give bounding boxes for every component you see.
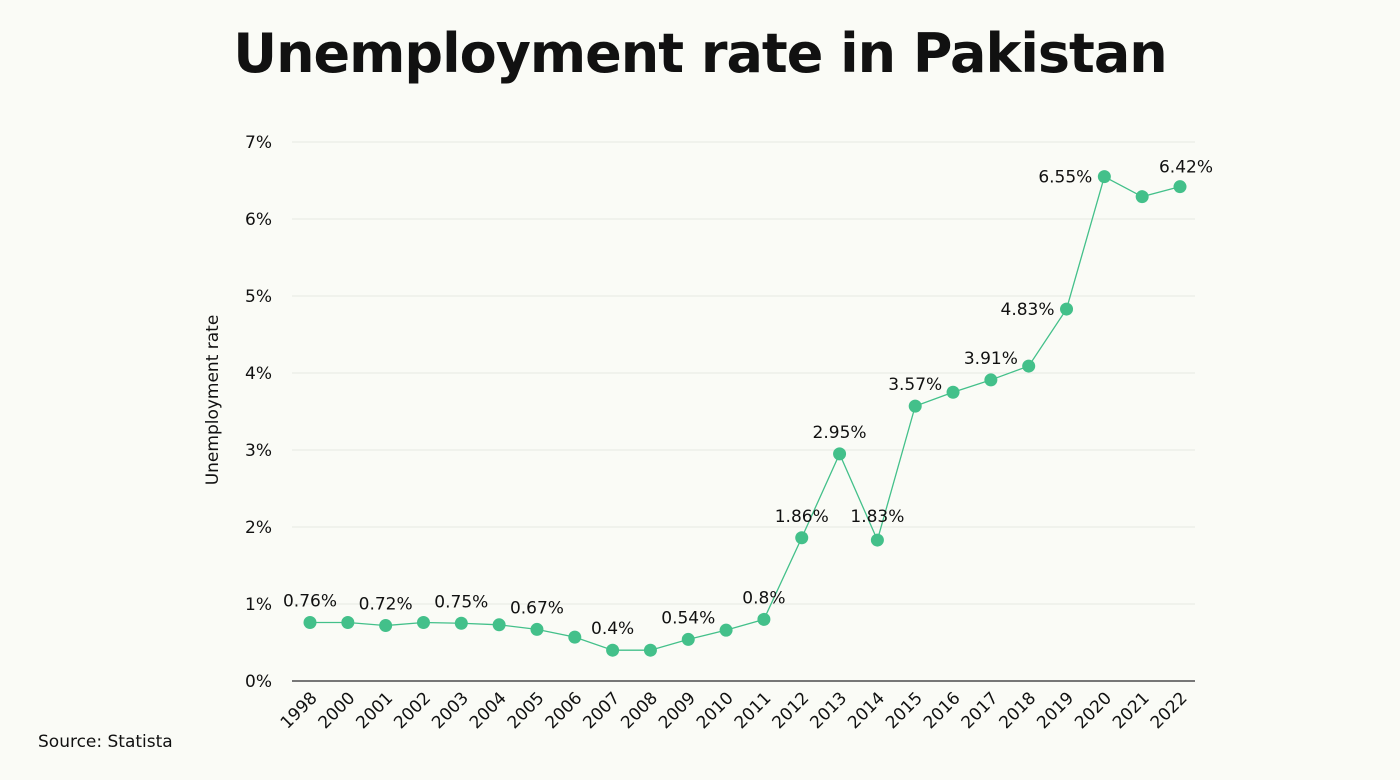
y-axis-label: Unemployment rate bbox=[203, 315, 223, 486]
data-point bbox=[681, 632, 695, 646]
data-point bbox=[530, 622, 544, 636]
y-tick-label: 0% bbox=[245, 672, 272, 692]
data-point bbox=[1173, 180, 1187, 194]
data-label: 0.54% bbox=[661, 608, 715, 628]
data-point bbox=[833, 447, 847, 461]
x-tick-label: 2009 bbox=[655, 688, 700, 733]
x-tick-label: 2020 bbox=[1071, 688, 1116, 733]
x-tick-label: 2015 bbox=[882, 688, 927, 733]
source-note: Source: Statista bbox=[38, 732, 173, 752]
x-tick-label: 2004 bbox=[466, 688, 511, 733]
x-tick-label: 2001 bbox=[352, 688, 397, 733]
data-point bbox=[984, 373, 998, 387]
data-label: 1.83% bbox=[850, 507, 904, 527]
data-point bbox=[908, 399, 922, 413]
data-label: 3.57% bbox=[888, 375, 942, 395]
data-point bbox=[719, 623, 733, 637]
x-tick-label: 2008 bbox=[617, 688, 662, 733]
data-label: 6.42% bbox=[1159, 158, 1213, 178]
x-tick-label: 2014 bbox=[844, 688, 889, 733]
x-tick-label: 2002 bbox=[390, 688, 435, 733]
data-label: 3.91% bbox=[964, 349, 1018, 369]
y-tick-label: 2% bbox=[245, 518, 272, 538]
data-label: 0.72% bbox=[359, 595, 413, 615]
x-tick-label: 2019 bbox=[1033, 688, 1078, 733]
x-tick-label: 1998 bbox=[277, 688, 322, 733]
data-label: 0.67% bbox=[510, 598, 564, 618]
x-tick-label: 2012 bbox=[769, 688, 814, 733]
y-tick-label: 6% bbox=[245, 210, 272, 230]
x-tick-label: 2005 bbox=[504, 688, 549, 733]
data-label: 2.95% bbox=[813, 423, 867, 443]
data-label: 1.86% bbox=[775, 507, 829, 527]
data-point bbox=[416, 615, 430, 629]
x-tick-label: 2003 bbox=[428, 688, 473, 733]
x-tick-label: 2006 bbox=[542, 688, 587, 733]
x-tick-label: 2010 bbox=[693, 688, 738, 733]
data-label: 0.4% bbox=[591, 619, 634, 639]
y-tick-label: 5% bbox=[245, 287, 272, 307]
data-point bbox=[870, 533, 884, 547]
x-tick-label: 2021 bbox=[1109, 688, 1154, 733]
y-tick-label: 4% bbox=[245, 364, 272, 384]
data-point bbox=[1097, 170, 1111, 184]
data-point bbox=[492, 618, 506, 632]
chart-title: Unemployment rate in Pakistan bbox=[233, 22, 1167, 85]
data-point bbox=[606, 643, 620, 657]
data-point bbox=[379, 619, 393, 633]
data-point bbox=[1135, 190, 1149, 204]
data-point bbox=[454, 616, 468, 630]
x-tick-label: 2007 bbox=[579, 688, 624, 733]
data-label: 0.76% bbox=[283, 591, 337, 611]
x-tick-label: 2022 bbox=[1147, 688, 1192, 733]
y-tick-label: 1% bbox=[245, 595, 272, 615]
data-point bbox=[643, 643, 657, 657]
data-label: 0.75% bbox=[434, 592, 488, 612]
data-point bbox=[1022, 359, 1036, 373]
x-tick-label: 2013 bbox=[806, 688, 851, 733]
y-tick-label: 7% bbox=[245, 133, 272, 153]
data-point bbox=[303, 615, 317, 629]
x-tick-label: 2000 bbox=[315, 688, 360, 733]
y-tick-label: 3% bbox=[245, 441, 272, 461]
data-label: 0.8% bbox=[742, 588, 785, 608]
data-label: 4.83% bbox=[1001, 300, 1055, 320]
data-point bbox=[795, 531, 809, 545]
x-tick-label: 2016 bbox=[920, 688, 965, 733]
data-point bbox=[341, 615, 355, 629]
x-tick-label: 2018 bbox=[995, 688, 1040, 733]
data-point bbox=[1060, 302, 1074, 316]
x-tick-label: 2011 bbox=[731, 688, 776, 733]
data-label: 6.55% bbox=[1038, 168, 1092, 188]
x-tick-label: 2017 bbox=[958, 688, 1003, 733]
data-point bbox=[946, 385, 960, 399]
data-point bbox=[757, 612, 771, 626]
data-point bbox=[568, 630, 582, 644]
series-line bbox=[310, 175, 1181, 651]
